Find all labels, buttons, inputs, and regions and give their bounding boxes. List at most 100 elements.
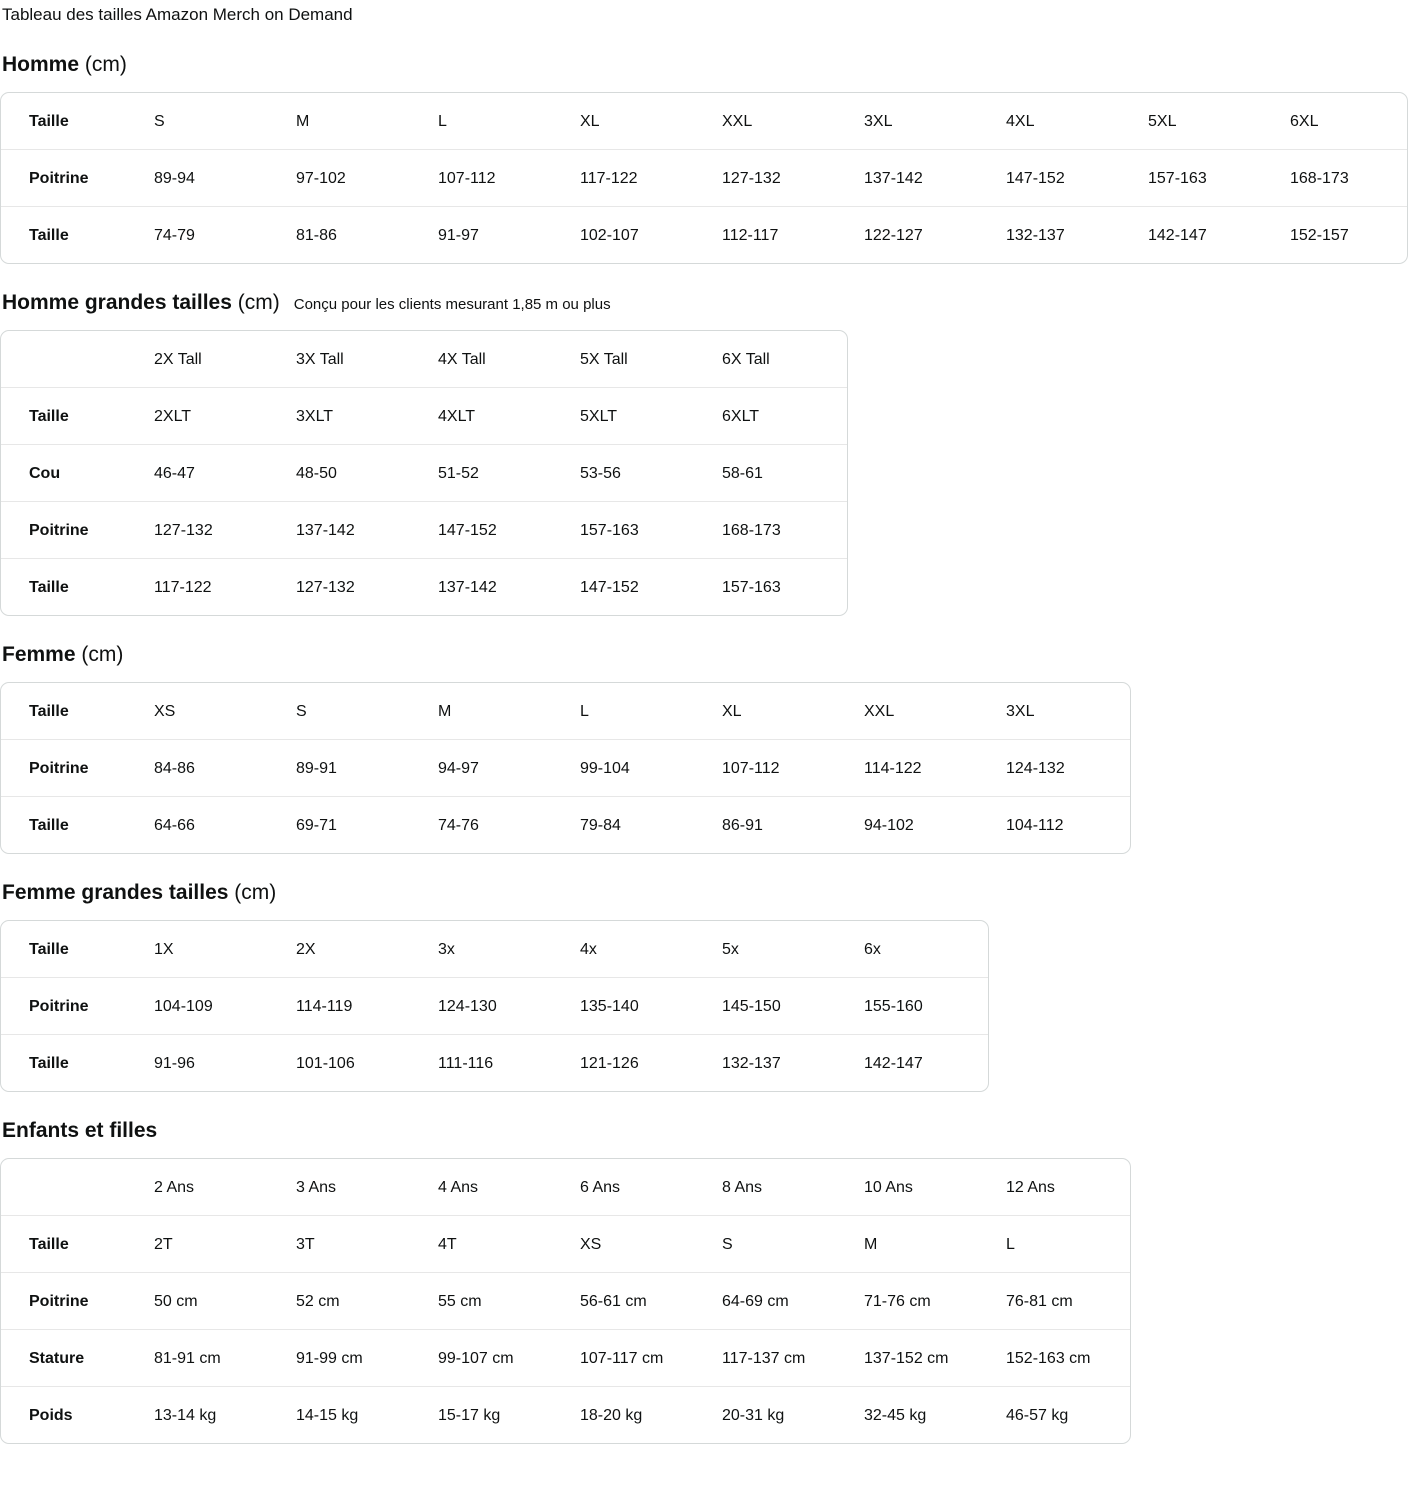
column-header: 6 Ans bbox=[580, 1178, 621, 1196]
column-header: 8 Ans bbox=[722, 1178, 763, 1196]
column-header: XXL bbox=[722, 112, 753, 130]
row-header: Poitrine bbox=[1, 149, 154, 207]
table-cell: 74-76 bbox=[438, 796, 580, 853]
section-homme: Homme (cm) Taille S M L XL XXL 3XL 4XL 5… bbox=[0, 52, 1417, 264]
table-cell: 55 cm bbox=[438, 1272, 580, 1330]
column-header: 4x bbox=[580, 940, 597, 958]
table-cell: 86-91 bbox=[722, 796, 864, 853]
section-unit: (cm) bbox=[237, 291, 280, 314]
table-cell: 89-91 bbox=[296, 739, 438, 797]
table-cell: 4XLT bbox=[438, 387, 580, 445]
row-header: Taille bbox=[29, 940, 69, 958]
section-title-homme-grandes-tailles: Homme grandes tailles (cm) bbox=[2, 290, 280, 316]
section-title-text: Femme bbox=[2, 643, 76, 666]
section-header-femme-grandes-tailles: Femme grandes tailles (cm) bbox=[0, 880, 1417, 906]
table-row: Taille XS S M L XL XXL 3XL bbox=[1, 683, 1130, 740]
column-header: M bbox=[438, 702, 452, 720]
section-note: Conçu pour les clients mesurant 1,85 m o… bbox=[293, 296, 611, 313]
table-cell: 58-61 bbox=[722, 444, 847, 502]
table-cell: 53-56 bbox=[580, 444, 722, 502]
table-cell: 124-132 bbox=[1006, 739, 1130, 797]
table-cell: 157-163 bbox=[1148, 149, 1290, 207]
table-cell: 20-31 kg bbox=[722, 1386, 864, 1443]
table-card-homme-grandes-tailles: 2X Tall 3X Tall 4X Tall 5X Tall 6X Tall … bbox=[0, 330, 848, 616]
table-cell: 74-79 bbox=[154, 206, 296, 263]
section-femme-grandes-tailles: Femme grandes tailles (cm) Taille 1X 2X … bbox=[0, 880, 1417, 1092]
table-cell: 157-163 bbox=[580, 501, 722, 559]
table-row: 2 Ans 3 Ans 4 Ans 6 Ans 8 Ans 10 Ans 12 … bbox=[1, 1159, 1130, 1216]
column-header: 2X bbox=[296, 940, 316, 958]
column-header: 4X Tall bbox=[438, 350, 486, 368]
column-header: L bbox=[580, 702, 589, 720]
table-cell: 4T bbox=[438, 1215, 580, 1273]
table-cell: M bbox=[864, 1215, 1006, 1273]
column-header: 2 Ans bbox=[154, 1178, 195, 1196]
table-card-enfants-et-filles: 2 Ans 3 Ans 4 Ans 6 Ans 8 Ans 10 Ans 12 … bbox=[0, 1158, 1131, 1444]
column-header: M bbox=[296, 112, 310, 130]
row-header: Poitrine bbox=[1, 977, 154, 1035]
column-header: 3XL bbox=[864, 112, 893, 130]
table-row: Poitrine 89-94 97-102 107-112 117-122 12… bbox=[1, 149, 1407, 207]
table-cell: 48-50 bbox=[296, 444, 438, 502]
row-header: Taille bbox=[1, 1215, 154, 1273]
table-cell: 3XLT bbox=[296, 387, 438, 445]
table-cell: 147-152 bbox=[1006, 149, 1148, 207]
row-header: Taille bbox=[1, 796, 154, 853]
table-row: Poids 13-14 kg 14-15 kg 15-17 kg 18-20 k… bbox=[1, 1386, 1130, 1443]
column-header: 6XL bbox=[1290, 112, 1319, 130]
table-cell: 114-122 bbox=[864, 739, 1006, 797]
table-homme: Taille S M L XL XXL 3XL 4XL 5XL 6XL Poit… bbox=[1, 93, 1407, 263]
section-title-text: Enfants et filles bbox=[2, 1119, 158, 1142]
table-cell: 104-109 bbox=[154, 977, 296, 1035]
table-row: Taille 91-96 101-106 111-116 121-126 132… bbox=[1, 1034, 988, 1091]
table-row: Cou 46-47 48-50 51-52 53-56 58-61 bbox=[1, 444, 847, 502]
table-cell: 145-150 bbox=[722, 977, 864, 1035]
column-header: 3 Ans bbox=[296, 1178, 337, 1196]
table-cell: 168-173 bbox=[722, 501, 847, 559]
section-title-femme-grandes-tailles: Femme grandes tailles (cm) bbox=[2, 880, 276, 906]
table-row: 2X Tall 3X Tall 4X Tall 5X Tall 6X Tall bbox=[1, 331, 847, 388]
table-cell: 94-102 bbox=[864, 796, 1006, 853]
section-header-homme-grandes-tailles: Homme grandes tailles (cm) Conçu pour le… bbox=[0, 290, 1417, 316]
table-row: Taille 2T 3T 4T XS S M L bbox=[1, 1215, 1130, 1273]
table-cell: 168-173 bbox=[1290, 149, 1407, 207]
row-header: Taille bbox=[1, 206, 154, 263]
table-cell: 46-57 kg bbox=[1006, 1386, 1130, 1443]
column-header: 4 Ans bbox=[438, 1178, 479, 1196]
row-header: Cou bbox=[1, 444, 154, 502]
column-header: S bbox=[296, 702, 307, 720]
column-header: 5x bbox=[722, 940, 739, 958]
table-cell: 142-147 bbox=[1148, 206, 1290, 263]
table-cell: 157-163 bbox=[722, 558, 847, 615]
table-cell: 76-81 cm bbox=[1006, 1272, 1130, 1330]
table-cell: 107-112 bbox=[722, 739, 864, 797]
row-header: Taille bbox=[29, 702, 69, 720]
section-header-femme: Femme (cm) bbox=[0, 642, 1417, 668]
table-cell: 127-132 bbox=[296, 558, 438, 615]
section-title-enfants-et-filles: Enfants et filles bbox=[2, 1118, 157, 1144]
table-cell: 155-160 bbox=[864, 977, 988, 1035]
table-cell: 124-130 bbox=[438, 977, 580, 1035]
table-row: Taille 74-79 81-86 91-97 102-107 112-117… bbox=[1, 206, 1407, 263]
section-title-femme: Femme (cm) bbox=[2, 642, 123, 668]
table-row: Taille 1X 2X 3x 4x 5x 6x bbox=[1, 921, 988, 978]
table-cell: 117-122 bbox=[580, 149, 722, 207]
table-row: Taille S M L XL XXL 3XL 4XL 5XL 6XL bbox=[1, 93, 1407, 150]
table-cell: 81-86 bbox=[296, 206, 438, 263]
table-femme: Taille XS S M L XL XXL 3XL Poitrine 84-8… bbox=[1, 683, 1130, 853]
page-title: Tableau des tailles Amazon Merch on Dema… bbox=[2, 5, 353, 24]
table-cell: 137-142 bbox=[296, 501, 438, 559]
table-cell: 147-152 bbox=[580, 558, 722, 615]
column-header: S bbox=[154, 112, 165, 130]
table-cell: 18-20 kg bbox=[580, 1386, 722, 1443]
table-card-femme: Taille XS S M L XL XXL 3XL Poitrine 84-8… bbox=[0, 682, 1131, 854]
table-cell: 81-91 cm bbox=[154, 1329, 296, 1387]
table-cell: S bbox=[722, 1215, 864, 1273]
table-cell: 121-126 bbox=[580, 1034, 722, 1091]
table-cell: 122-127 bbox=[864, 206, 1006, 263]
column-header: XL bbox=[722, 702, 742, 720]
table-cell: 94-97 bbox=[438, 739, 580, 797]
table-cell: 5XLT bbox=[580, 387, 722, 445]
table-cell: 132-137 bbox=[1006, 206, 1148, 263]
table-cell: 13-14 kg bbox=[154, 1386, 296, 1443]
